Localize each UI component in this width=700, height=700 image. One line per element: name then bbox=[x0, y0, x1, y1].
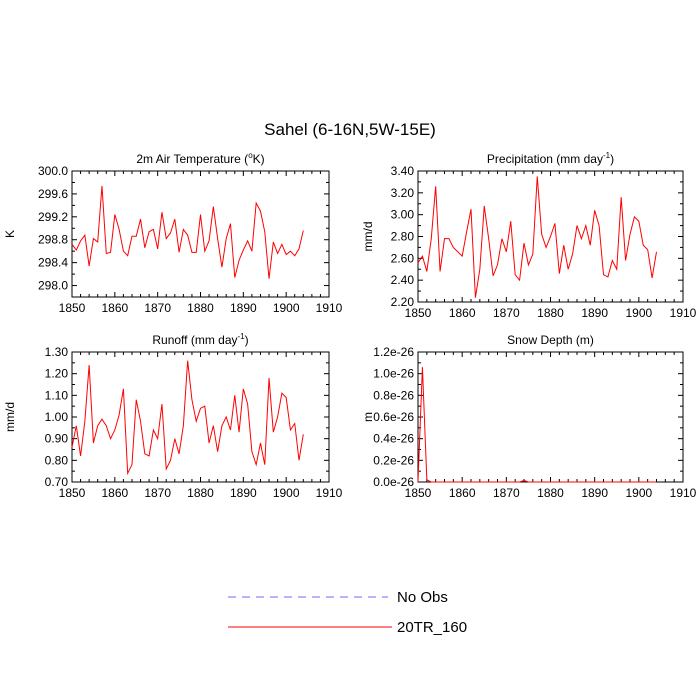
y-axis-label: m bbox=[361, 412, 375, 422]
y-tick-label: 2.20 bbox=[391, 295, 415, 309]
x-tick-label: 1850 bbox=[59, 301, 86, 315]
y-tick-label: 0.4e-26 bbox=[373, 432, 414, 446]
y-tick-label: 2.40 bbox=[391, 273, 415, 287]
chart-panel-2: 1850 1860 1870 1880 1890 1900 1910 2.20 2.40 2.60… bbox=[361, 151, 697, 320]
x-tick-label: 1880 bbox=[537, 306, 564, 320]
legend-label-no-obs: No Obs bbox=[397, 589, 448, 606]
panel-title: Precipitation (mm day-1) bbox=[487, 151, 614, 166]
y-tick-label: 0.70 bbox=[45, 475, 69, 489]
x-tick-label: 1870 bbox=[493, 486, 520, 500]
x-tick-label: 1880 bbox=[187, 486, 214, 500]
x-tick-label: 1870 bbox=[493, 306, 520, 320]
x-tick-label: 1900 bbox=[273, 301, 300, 315]
plot-frame bbox=[71, 351, 330, 483]
x-tick-label: 1850 bbox=[59, 486, 86, 500]
y-tick-label: 0.0e-26 bbox=[373, 475, 414, 489]
y-tick-label: 1.30 bbox=[45, 345, 69, 359]
figure-title: Sahel (6-16N,5W-15E) bbox=[264, 120, 436, 139]
x-tick-label: 1850 bbox=[405, 486, 432, 500]
y-tick-label: 298.4 bbox=[38, 256, 68, 270]
chart-panel-3: 1850 1860 1870 1880 1890 1900 1910 0.70 0.80 0.90… bbox=[3, 332, 343, 500]
x-tick-label: 1890 bbox=[581, 486, 608, 500]
y-tick-label: 0.80 bbox=[45, 453, 69, 467]
x-tick-label: 1900 bbox=[625, 306, 652, 320]
y-tick-label: 298.0 bbox=[38, 279, 68, 293]
series-line-20tr-160 bbox=[417, 367, 657, 483]
x-tick-label: 1860 bbox=[101, 486, 128, 500]
y-tick-label: 3.00 bbox=[391, 208, 415, 222]
series-line-20tr-160 bbox=[71, 185, 304, 279]
y-tick-label: 0.90 bbox=[45, 432, 69, 446]
chart-panel-4: 1850 1860 1870 1880 1890 1900 1910 0.0e-26 0.2e-… bbox=[361, 333, 697, 500]
x-tick-label: 1890 bbox=[581, 306, 608, 320]
y-tick-label: 3.20 bbox=[391, 186, 415, 200]
y-tick-label: 1.0e-26 bbox=[373, 367, 414, 381]
y-axis-label: mm/d bbox=[3, 402, 17, 432]
y-tick-label: 298.8 bbox=[38, 233, 68, 247]
legend: No Obs 20TR_160 bbox=[228, 589, 467, 636]
y-tick-label: 299.2 bbox=[38, 210, 68, 224]
y-tick-label: 0.6e-26 bbox=[373, 410, 414, 424]
x-tick-label: 1870 bbox=[144, 301, 171, 315]
x-tick-label: 1860 bbox=[101, 301, 128, 315]
y-tick-label: 1.20 bbox=[45, 367, 69, 381]
x-tick-label: 1900 bbox=[273, 486, 300, 500]
x-tick-label: 1870 bbox=[144, 486, 171, 500]
panel-title: Runoff (mm day-1) bbox=[152, 332, 248, 347]
series-line-20tr-160 bbox=[71, 360, 304, 476]
y-tick-label: 1.10 bbox=[45, 388, 69, 402]
y-tick-label: 2.60 bbox=[391, 251, 415, 265]
legend-label-20tr-160: 20TR_160 bbox=[397, 619, 467, 636]
y-tick-label: 2.80 bbox=[391, 230, 415, 244]
x-tick-label: 1910 bbox=[670, 486, 697, 500]
y-tick-label: 1.2e-26 bbox=[373, 345, 414, 359]
y-tick-label: 0.2e-26 bbox=[373, 453, 414, 467]
x-tick-label: 1880 bbox=[537, 486, 564, 500]
y-tick-label: 0.8e-26 bbox=[373, 388, 414, 402]
x-tick-label: 1860 bbox=[449, 306, 476, 320]
panel-title: 2m Air Temperature (oK) bbox=[136, 151, 264, 166]
plot-frame bbox=[417, 351, 684, 483]
x-tick-label: 1910 bbox=[670, 306, 697, 320]
x-tick-label: 1850 bbox=[405, 306, 432, 320]
x-tick-label: 1910 bbox=[316, 301, 343, 315]
panel-title: Snow Depth (m) bbox=[507, 333, 594, 347]
y-tick-label: 299.6 bbox=[38, 187, 68, 201]
x-tick-label: 1890 bbox=[230, 486, 257, 500]
x-tick-label: 1910 bbox=[316, 486, 343, 500]
chart-panel-1: 1850 1860 1870 1880 1890 1900 1910 298.0 298.4 29… bbox=[3, 151, 343, 315]
series-line-20tr-160 bbox=[417, 176, 657, 298]
x-tick-label: 1890 bbox=[230, 301, 257, 315]
x-tick-label: 1880 bbox=[187, 301, 214, 315]
y-tick-label: 300.0 bbox=[38, 164, 68, 178]
y-tick-label: 1.00 bbox=[45, 410, 69, 424]
x-tick-label: 1900 bbox=[625, 486, 652, 500]
y-tick-label: 3.40 bbox=[391, 164, 415, 178]
y-axis-label: K bbox=[3, 230, 17, 238]
x-tick-label: 1860 bbox=[449, 486, 476, 500]
y-axis-label: mm/d bbox=[361, 222, 375, 252]
panels-group: 1850 1860 1870 1880 1890 1900 1910 298.0 298.4 29… bbox=[3, 151, 697, 500]
plot-frame bbox=[71, 170, 330, 298]
